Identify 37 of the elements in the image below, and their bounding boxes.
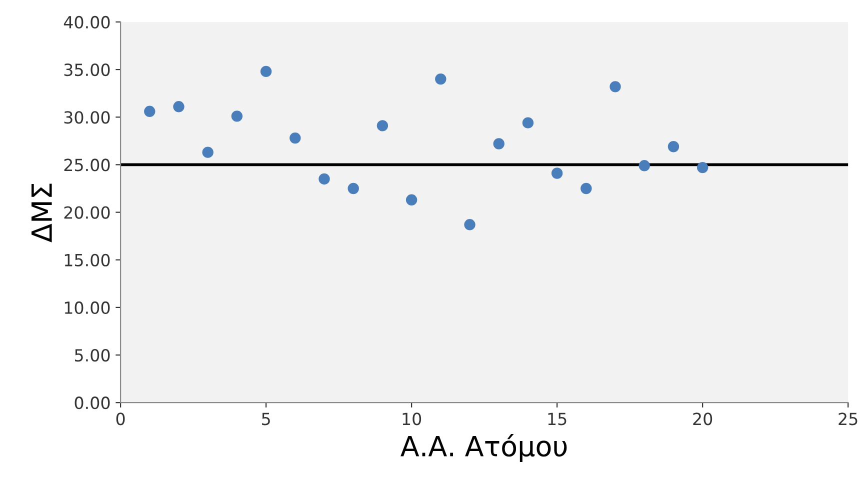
point bbox=[551, 168, 563, 179]
point bbox=[173, 101, 184, 112]
y-tick-label: 25.00 bbox=[64, 158, 110, 172]
point bbox=[260, 66, 272, 78]
y-tick-label: 30.00 bbox=[64, 111, 110, 124]
y-tick-label: 20.00 bbox=[64, 206, 110, 219]
point bbox=[435, 73, 446, 85]
x-tick-label: 25 bbox=[838, 412, 858, 426]
point bbox=[290, 132, 301, 144]
x-axis-title: Α.Α. Ατόμου bbox=[400, 434, 567, 462]
point bbox=[522, 117, 534, 128]
y-tick-label: 10.00 bbox=[64, 301, 110, 314]
point bbox=[493, 138, 504, 150]
point bbox=[318, 173, 330, 185]
point bbox=[348, 182, 359, 194]
y-tick-label: 5.00 bbox=[74, 348, 110, 362]
point bbox=[144, 106, 156, 118]
x-tick-label: 10 bbox=[402, 412, 422, 426]
point bbox=[668, 141, 680, 152]
x-tick-label: 15 bbox=[548, 412, 566, 426]
point bbox=[376, 120, 388, 132]
x-tick-label: 5 bbox=[262, 412, 270, 426]
point bbox=[610, 81, 621, 92]
point bbox=[696, 162, 708, 174]
y-axis-title: ΔΜΣ bbox=[32, 184, 52, 242]
y-tick-label: 0.00 bbox=[74, 396, 110, 410]
x-tick-label: 20 bbox=[693, 412, 712, 426]
point bbox=[202, 146, 214, 158]
point bbox=[638, 160, 650, 172]
point bbox=[580, 182, 592, 194]
y-tick-label: 35.00 bbox=[64, 64, 110, 76]
x-tick-label: 0 bbox=[116, 412, 125, 426]
y-tick-label: 15.00 bbox=[64, 254, 110, 266]
point bbox=[406, 194, 418, 206]
point bbox=[464, 219, 476, 230]
y-tick-label: 40.00 bbox=[64, 16, 110, 29]
point bbox=[231, 110, 243, 122]
